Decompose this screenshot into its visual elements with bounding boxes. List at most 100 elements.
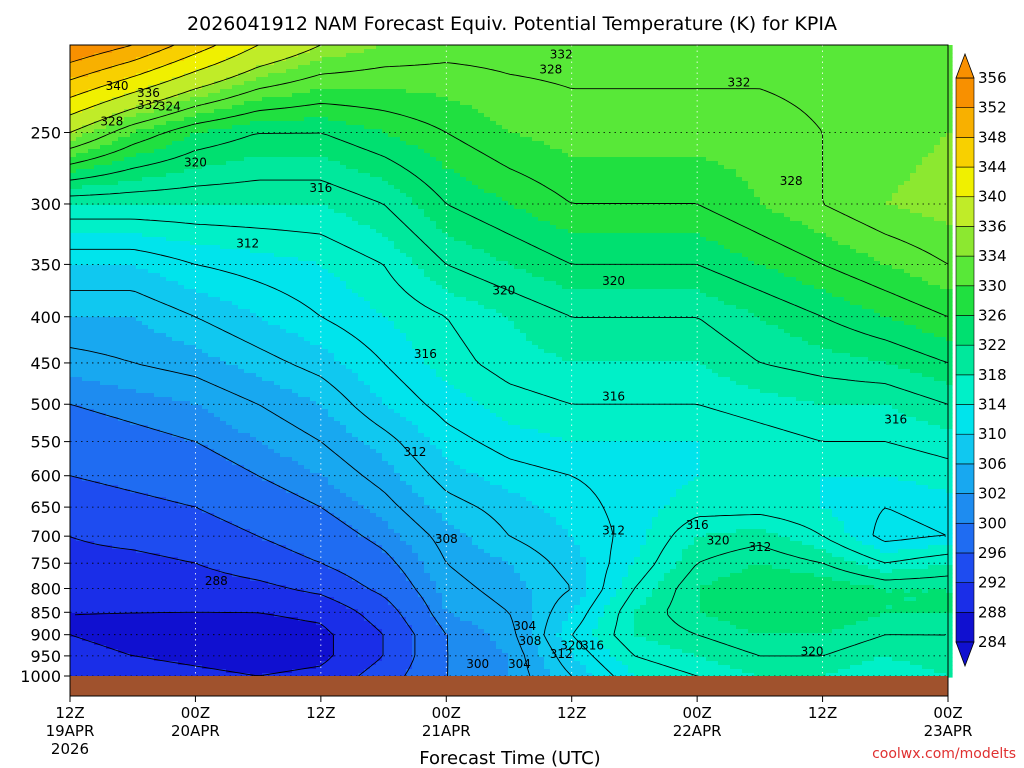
field-cell bbox=[442, 61, 449, 66]
field-cell bbox=[520, 165, 527, 170]
field-cell bbox=[94, 61, 101, 66]
field-cell bbox=[184, 177, 191, 182]
field-cell bbox=[820, 73, 827, 78]
field-cell bbox=[556, 49, 563, 54]
field-cell bbox=[214, 177, 221, 182]
field-cell bbox=[928, 129, 935, 134]
field-cell bbox=[526, 121, 533, 126]
field-cell bbox=[874, 137, 881, 142]
field-cell bbox=[316, 141, 323, 146]
field-cell bbox=[226, 65, 233, 70]
field-cell bbox=[250, 61, 257, 66]
field-cell bbox=[832, 153, 839, 158]
field-cell bbox=[76, 145, 83, 150]
field-cell bbox=[694, 101, 701, 106]
field-cell bbox=[328, 61, 335, 66]
field-cell bbox=[514, 161, 521, 166]
field-cell bbox=[466, 89, 473, 94]
field-cell bbox=[796, 125, 803, 130]
field-cell bbox=[250, 145, 257, 150]
field-cell bbox=[778, 101, 785, 106]
field-cell bbox=[274, 177, 281, 182]
field-cell bbox=[382, 133, 389, 138]
field-cell bbox=[706, 177, 713, 182]
field-cell bbox=[544, 101, 551, 106]
field-cell bbox=[754, 105, 761, 110]
field-cell bbox=[316, 113, 323, 118]
field-cell bbox=[616, 169, 623, 174]
field-cell bbox=[940, 73, 947, 78]
field-cell bbox=[718, 93, 725, 98]
field-cell bbox=[604, 149, 611, 154]
field-cell bbox=[316, 117, 323, 122]
field-cell bbox=[460, 145, 467, 150]
field-cell bbox=[844, 149, 851, 154]
field-cell bbox=[760, 113, 767, 118]
field-cell bbox=[274, 45, 281, 50]
field-cell bbox=[604, 45, 611, 50]
field-cell bbox=[712, 133, 719, 138]
field-cell bbox=[526, 133, 533, 138]
field-cell bbox=[112, 53, 119, 58]
field-cell bbox=[520, 149, 527, 154]
field-cell bbox=[202, 53, 209, 58]
field-cell bbox=[268, 45, 275, 50]
field-cell bbox=[370, 109, 377, 114]
field-cell bbox=[82, 153, 89, 158]
field-cell bbox=[526, 165, 533, 170]
field-cell bbox=[640, 133, 647, 138]
field-cell bbox=[304, 45, 311, 50]
field-cell bbox=[94, 169, 101, 174]
field-cell bbox=[88, 109, 95, 114]
field-cell bbox=[352, 89, 359, 94]
field-cell bbox=[508, 69, 515, 74]
field-cell bbox=[712, 53, 719, 58]
field-cell bbox=[862, 125, 869, 130]
field-cell bbox=[766, 153, 773, 158]
field-cell bbox=[640, 101, 647, 106]
field-cell bbox=[340, 69, 347, 74]
field-cell bbox=[712, 85, 719, 90]
field-cell bbox=[622, 73, 629, 78]
field-cell bbox=[304, 169, 311, 174]
field-cell bbox=[412, 85, 419, 90]
field-cell bbox=[160, 81, 167, 86]
field-cell bbox=[766, 105, 773, 110]
field-cell bbox=[604, 145, 611, 150]
field-cell bbox=[760, 77, 767, 82]
field-cell bbox=[148, 113, 155, 118]
field-cell bbox=[736, 137, 743, 142]
field-cell bbox=[142, 145, 149, 150]
field-cell bbox=[664, 61, 671, 66]
field-cell bbox=[268, 173, 275, 178]
field-cell bbox=[166, 153, 173, 158]
field-cell bbox=[106, 93, 113, 98]
field-cell bbox=[598, 141, 605, 146]
field-cell bbox=[364, 65, 371, 70]
field-cell bbox=[652, 157, 659, 162]
field-cell bbox=[928, 169, 935, 174]
field-cell bbox=[232, 81, 239, 86]
field-cell bbox=[496, 73, 503, 78]
field-cell bbox=[790, 53, 797, 58]
field-cell bbox=[292, 61, 299, 66]
field-cell bbox=[694, 57, 701, 62]
field-cell bbox=[910, 125, 917, 130]
field-cell bbox=[694, 113, 701, 118]
field-cell bbox=[634, 121, 641, 126]
field-cell bbox=[196, 153, 203, 158]
field-cell bbox=[502, 169, 509, 174]
field-cell bbox=[70, 49, 77, 54]
field-cell bbox=[232, 145, 239, 150]
field-cell bbox=[862, 57, 869, 62]
field-cell bbox=[172, 77, 179, 82]
field-cell bbox=[454, 53, 461, 58]
field-cell bbox=[646, 145, 653, 150]
field-cell bbox=[472, 61, 479, 66]
field-cell bbox=[502, 117, 509, 122]
field-cell bbox=[574, 101, 581, 106]
field-cell bbox=[538, 149, 545, 154]
field-cell bbox=[754, 125, 761, 130]
field-cell bbox=[256, 113, 263, 118]
field-cell bbox=[256, 65, 263, 70]
